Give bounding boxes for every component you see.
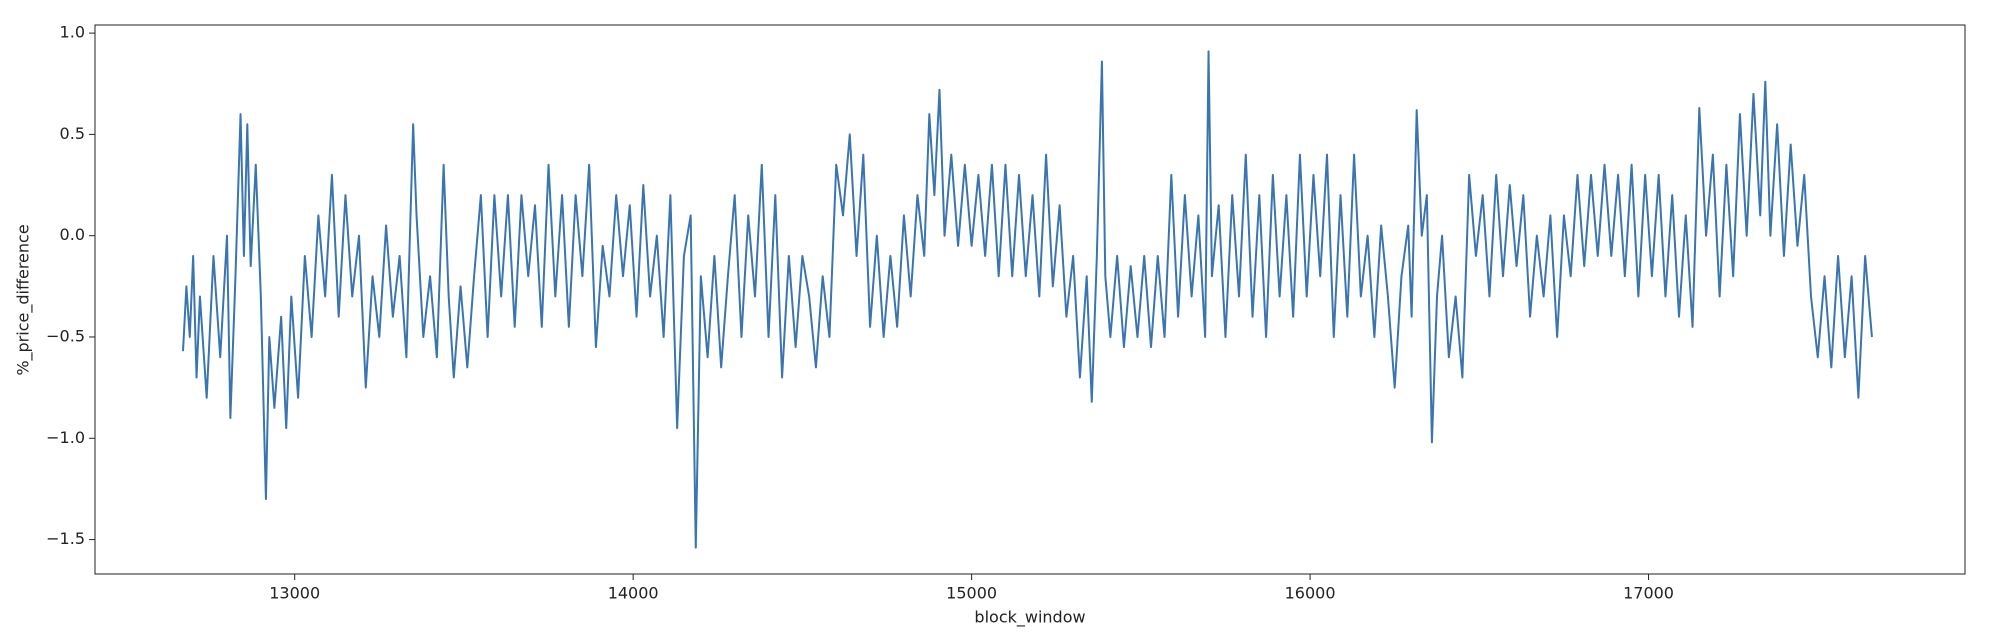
x-axis-label: block_window bbox=[974, 608, 1085, 628]
line bbox=[182, 50, 1873, 549]
y-axis-label: %_price_difference bbox=[14, 224, 34, 375]
x-tick-label: 15000 bbox=[946, 584, 997, 603]
plot-frame bbox=[94, 24, 1966, 575]
y-tick-label: 1.0 bbox=[60, 23, 85, 42]
x-tick-label: 14000 bbox=[608, 584, 659, 603]
y-tick-label: −0.5 bbox=[46, 326, 85, 345]
y-tick-label: −1.5 bbox=[46, 529, 85, 548]
x-tick-label: 17000 bbox=[1623, 584, 1674, 603]
y-tick-label: −1.0 bbox=[46, 428, 85, 447]
x-tick-label: 16000 bbox=[1285, 584, 1336, 603]
y-tick-label: 0.5 bbox=[60, 124, 85, 143]
x-tick-label: 13000 bbox=[269, 584, 320, 603]
y-tick-label: 0.0 bbox=[60, 225, 85, 244]
